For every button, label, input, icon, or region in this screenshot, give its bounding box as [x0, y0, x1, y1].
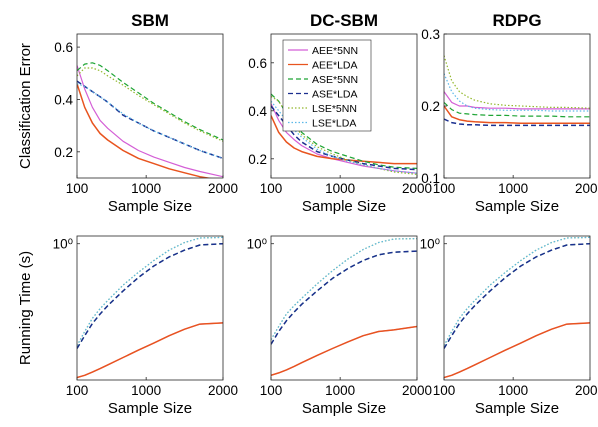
series-lines [444, 55, 590, 127]
series-line-ase-lda [77, 242, 223, 349]
series-line-lse-5nn [77, 236, 223, 346]
series-line-lse-lda [77, 83, 223, 159]
x-tick-label: 1000 [498, 383, 528, 398]
series-lines [77, 236, 223, 379]
legend-label: ASE*5NN [312, 74, 358, 86]
legend-label: AEE*5NN [312, 45, 358, 57]
axis-box [270, 33, 418, 179]
series-line-ase-5nn [271, 93, 417, 169]
series-line-lse-5nn [271, 238, 417, 341]
panel-2: 100 1000 2000 0.2 0.4 0.6 Sample Size DC-SBM [248, 11, 432, 215]
series-line-ase-lda [444, 242, 590, 349]
y-tick-label: 0.6 [248, 56, 267, 71]
series-line-aee-5nn [444, 91, 590, 110]
series-lines [77, 62, 223, 178]
x-tick-label: 2000 [402, 383, 432, 398]
x-axis-label: Sample Size [302, 400, 386, 417]
y-tick-label: 0.2 [248, 152, 267, 167]
series-line-aee-lda [77, 83, 213, 178]
x-tick-label: 100 [260, 383, 283, 398]
y-tick-label: 0.4 [54, 92, 73, 107]
x-tick-label: 2000 [208, 181, 238, 196]
series-line-lse-lda [271, 238, 417, 341]
axis-box [270, 235, 418, 381]
series-line-aee-lda [444, 105, 590, 125]
series-line-lse-lda [77, 236, 223, 346]
axis-box [76, 235, 224, 381]
series-line-aee-lda [271, 115, 417, 165]
series-line-ase-5nn [77, 62, 223, 141]
x-axis-label: Sample Size [108, 400, 192, 417]
y-axis-label: Running Time (s) [17, 251, 34, 365]
y-tick-label: 0.1 [421, 171, 440, 186]
y-tick-label: 10⁰ [53, 237, 74, 252]
panel-5: 100 1000 2000 10⁰ Sample Size [247, 235, 432, 417]
legend-label: ASE*LDA [312, 89, 358, 101]
x-tick-label: 2000 [575, 383, 598, 398]
x-tick-label: 1000 [325, 181, 355, 196]
series-lines [444, 236, 590, 379]
y-tick-label: 10⁰ [247, 237, 268, 252]
series-line-lse-5nn [444, 236, 590, 346]
y-tick-label: 0.4 [248, 104, 267, 119]
legend-label: LSE*5NN [312, 103, 357, 115]
series-line-aee-5nn [271, 325, 417, 376]
series-line-ase-lda [444, 118, 590, 127]
y-tick-label: 0.3 [421, 27, 440, 42]
panel-title: DC-SBM [310, 11, 378, 30]
series-line-ase-lda [77, 80, 223, 160]
y-tick-label: 0.2 [54, 145, 73, 160]
x-tick-label: 100 [66, 181, 89, 196]
series-line-aee-lda [77, 322, 223, 379]
series-line-ase-5nn [444, 243, 590, 349]
panel-title: RDPG [492, 11, 541, 30]
legend-label: AEE*LDA [312, 60, 358, 72]
series-line-lse-lda [444, 73, 590, 112]
axis-box [76, 33, 224, 179]
series-line-ase-5nn [77, 243, 223, 349]
x-tick-label: 100 [260, 181, 283, 196]
y-tick-label: 10⁰ [420, 237, 441, 252]
x-tick-label: 2000 [208, 383, 238, 398]
x-tick-label: 2000 [575, 181, 598, 196]
legend-box [282, 39, 372, 132]
x-tick-label: 1000 [131, 383, 161, 398]
series-lines [271, 238, 417, 377]
x-axis-label: Sample Size [475, 198, 559, 215]
series-line-ase-lda [271, 105, 417, 171]
series-line-ase-lda [271, 250, 417, 345]
x-tick-label: 2000 [402, 181, 432, 196]
y-tick-label: 0.6 [54, 40, 73, 55]
x-axis-label: Sample Size [475, 400, 559, 417]
x-tick-label: 1000 [325, 383, 355, 398]
series-line-aee-lda [444, 322, 590, 379]
panel-title: SBM [131, 11, 169, 30]
x-axis-label: Sample Size [302, 198, 386, 215]
y-axis-label: Classification Error [17, 43, 34, 169]
series-line-ase-5nn [444, 101, 590, 118]
series-line-lse-lda [271, 100, 417, 174]
series-line-lse-5nn [444, 55, 590, 109]
series-line-lse-lda [444, 236, 590, 346]
x-tick-label: 1000 [498, 181, 528, 196]
series-line-lse-5nn [77, 67, 223, 142]
y-tick-label: 0.2 [421, 99, 440, 114]
x-tick-label: 1000 [131, 181, 161, 196]
series-line-aee-lda [271, 325, 417, 377]
series-line-aee-5nn [77, 65, 223, 178]
panel-6: 100 1000 2000 10⁰ Sample Size [420, 235, 598, 417]
panel-3: 100 1000 2000 0.1 0.2 0.3 Sample Size RDPG [421, 11, 598, 215]
x-axis-label: Sample Size [108, 198, 192, 215]
panel-4: 100 1000 2000 10⁰ Sample Size Running Time (s… [17, 235, 238, 417]
axis-box [443, 235, 591, 381]
x-tick-label: 100 [433, 181, 456, 196]
x-tick-label: 100 [66, 383, 89, 398]
panel-1: 100 1000 2000 0.2 0.4 0.6 Sample Size SBM Classi… [17, 11, 238, 215]
x-tick-label: 100 [433, 383, 456, 398]
legend-label: LSE*LDA [312, 118, 356, 130]
legend: AEE*5NN AEE*LDA ASE*5NN ASE*LDA LSE*5NN LSE*L… [282, 39, 372, 132]
